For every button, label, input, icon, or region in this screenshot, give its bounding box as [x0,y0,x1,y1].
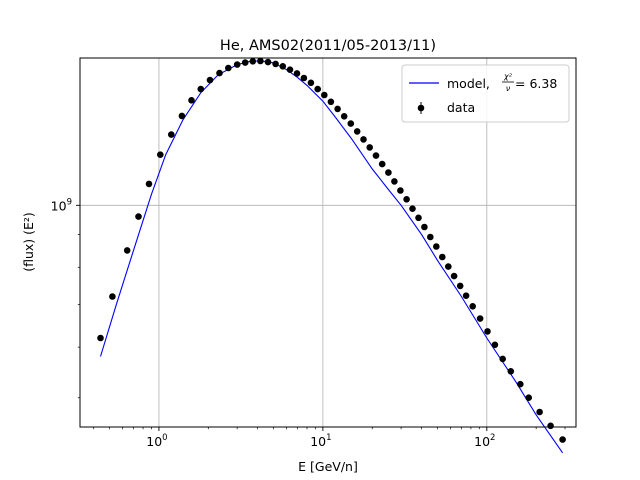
data-point [439,253,446,261]
data-point [476,315,484,322]
legend-data-marker [417,104,425,112]
data-point [547,422,554,430]
plot-frame [79,57,577,428]
data-point [206,76,214,84]
model-line [99,60,564,454]
data-point [300,74,308,82]
data-point [559,436,566,443]
data-point [484,328,491,335]
data-point [450,272,458,280]
data-point [525,394,532,402]
data-point [507,368,515,375]
data-point [409,205,416,212]
plot-series [97,57,566,454]
data-point [391,178,398,185]
x-tick-label: 101 [310,433,331,449]
data-point [135,213,142,220]
data-point [272,60,279,68]
data-point [462,292,470,300]
data-point [249,58,257,65]
data-point [360,136,367,143]
data-point [366,144,374,151]
data-point [347,120,355,127]
legend-box [401,64,570,123]
data-point [491,341,499,349]
data-point [145,180,153,188]
data-point [385,169,392,176]
data-point [456,282,464,290]
data-point [123,247,131,254]
data-point [188,97,195,104]
data-point [353,128,361,135]
data-point [378,160,386,168]
x-axis-label: E [GeV/n] [298,459,358,474]
data-point [427,233,434,241]
data-point [225,64,232,72]
legend-model-name: model, [447,76,490,91]
legend-data-label: data [447,100,475,115]
data-point [536,408,543,416]
data-point [397,187,404,194]
data-point [168,131,175,138]
x-tick-label: 102 [474,433,495,449]
data-point [445,263,452,270]
chart-title: He, AMS02(2011/05-2013/11) [220,38,436,54]
legend-chi-numerator: χ² [503,72,513,81]
data-point [307,79,315,87]
data-point [178,112,186,120]
data-point [327,98,335,106]
data-point [264,58,272,66]
y-axis-label: (flux) (E²) [21,212,36,272]
x-tick-label: 100 [146,433,167,449]
data-point [279,63,287,70]
data-point [257,57,264,65]
data-point [109,293,116,300]
data-point [293,70,301,77]
data-point [97,334,104,342]
data-point [517,380,524,388]
data-point [340,113,348,120]
axis-ticks: 100 101 102 109 [51,197,566,449]
data-point [286,66,294,73]
data-point [197,85,205,93]
data-point [157,151,164,158]
data-point [334,105,341,113]
y-tick-label: 109 [51,197,72,213]
data-point [321,91,328,99]
data-point [415,214,422,222]
legend: model, χ² ν = 6.38 data [401,64,570,123]
legend-chi-denominator: ν [506,84,511,93]
data-point [233,61,241,68]
data-point [469,303,477,310]
data-point [314,85,322,93]
data-point [241,59,249,66]
data-point [403,196,410,203]
data-point [372,152,380,159]
data-point [433,243,440,250]
legend-model-value: = 6.38 [515,76,557,91]
legend-model-label: model, [447,76,490,91]
data-point [421,223,428,231]
data-point [499,355,507,363]
data-point [216,69,223,77]
